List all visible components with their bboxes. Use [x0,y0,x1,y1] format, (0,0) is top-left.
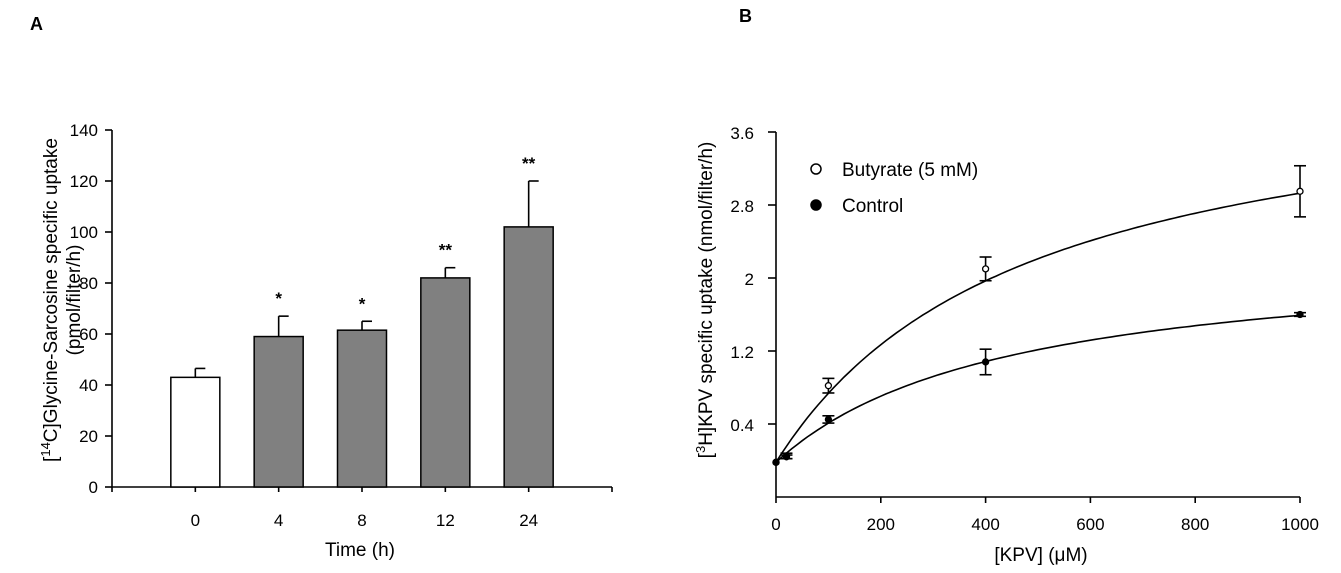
chart-a-y-axis-title: [14C]Glycine-Sarcosine specific uptake (… [38,138,85,462]
chart-b-data-point [772,458,780,466]
panel-b-letter: B [739,6,752,26]
chart-b-fit-line [775,192,1301,463]
chart-b-y-tick-label: 2 [745,270,754,289]
chart-b-x-axis-title: [KPV] (μM) [994,545,1087,566]
chart-a-significance-label: ** [439,241,453,260]
chart-a-y-tick-label: 40 [79,376,98,395]
chart-a-bar [336,329,388,488]
chart-a-ylabel-line2: (pmol/filter/h) [64,245,85,356]
chart-a-y-tick-label: 120 [70,172,98,191]
chart-b-y-tick-label: 0.4 [730,416,754,435]
chart-b-y-axis-title: [3H]KPV specific uptake (nmol/filter/h) [693,142,717,459]
chart-b-x-tick-label: 0 [771,515,780,534]
chart-b-data-point [824,415,833,424]
chart-a-significance-label: ** [522,154,536,173]
chart-b-legend-marker [810,163,822,175]
chart-a-x-axis-title: Time (h) [325,540,395,561]
chart-a-ylabel-part2: C]Glycine-Sarcosine specific uptake [41,138,62,442]
chart-a-y-tick-label: 80 [79,274,98,293]
chart-a-x-tick-label: 8 [357,511,366,530]
chart-b-legend-marker [810,199,822,211]
chart-a-x-tick-label: 24 [519,511,538,530]
chart-a-x-tick-label: 4 [274,511,283,530]
chart-b-ylabel-part1: [ [696,452,717,458]
chart-b-x-tick-label: 600 [1076,515,1104,534]
chart-a-y-tick-label: 100 [70,223,98,242]
chart-b: [3H]KPV specific uptake (nmol/filter/h) … [693,124,1319,566]
chart-b-y-tick-label: 3.6 [730,124,754,143]
chart-a-y-tick-label: 140 [70,121,98,140]
chart-b-y-tick-label: 1.2 [730,343,754,362]
svg-text:[14C]Glycine-Sarcosine specifi: [14C]Glycine-Sarcosine specific uptake [38,138,62,462]
chart-b-legend-label: Butyrate (5 mM) [842,160,978,181]
chart-b-data-point [981,265,990,273]
chart-a-bar [503,226,554,488]
panel-a-letter: A [30,14,43,34]
chart-b-ylabel-sup: 3 [693,446,708,453]
chart-b-ylabel-part2: H]KPV specific uptake (nmol/filter/h) [696,142,717,446]
chart-a-significance-label: * [359,294,366,313]
chart-b-x-tick-label: 400 [971,515,999,534]
chart-b-data-point [1296,187,1304,195]
chart-a-x-tick-label: 0 [191,511,200,530]
chart-b-x-tick-label: 200 [867,515,895,534]
chart-b-x-tick-label: 800 [1181,515,1209,534]
chart-b-fit-line [775,314,1301,463]
chart-a: [14C]Glycine-Sarcosine specific uptake (… [38,121,613,561]
chart-a-y-tick-label: 60 [79,325,98,344]
chart-b-data-point [782,453,791,461]
chart-b-x-tick-label: 1000 [1281,515,1319,534]
chart-b-y-tick-label: 2.8 [730,197,754,216]
chart-b-data-point [1296,310,1304,319]
chart-a-bar [170,376,221,488]
chart-a-bar [420,277,471,488]
chart-a-bar [253,335,304,488]
chart-a-ylabel-part1: [ [41,456,62,462]
chart-b-data-point [981,358,990,366]
chart-a-y-tick-label: 0 [89,478,98,497]
chart-a-x-tick-label: 12 [436,511,455,530]
chart-a-y-tick-label: 20 [79,427,98,446]
chart-b-data-point [824,382,833,390]
chart-b-legend-label: Control [842,196,903,217]
chart-a-significance-label: * [275,289,282,308]
chart-a-ylabel-sup: 14 [38,442,53,456]
